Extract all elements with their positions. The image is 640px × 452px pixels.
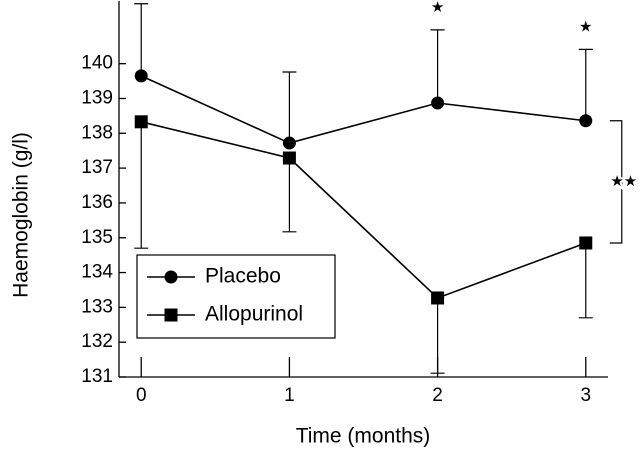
marker (579, 114, 593, 128)
marker (579, 236, 593, 250)
series-line (141, 121, 587, 299)
x-axis-label: Time (months) (296, 425, 431, 448)
error-bar (578, 48, 593, 121)
error-bar (282, 71, 297, 144)
y-axis-label: Haemoglobin (g/l) (10, 132, 33, 298)
x-tick-label: 0 (136, 385, 147, 406)
marker (431, 291, 445, 305)
annotation: ★ (431, 0, 444, 16)
error-bar (430, 297, 445, 374)
y-tick-label: 135 (81, 227, 113, 248)
x-tick-label: 3 (580, 385, 591, 406)
error-bar (578, 242, 593, 319)
legend-label: Allopurinol (205, 303, 303, 326)
x-tick-label: 1 (284, 385, 295, 406)
error-bar (282, 158, 297, 233)
legend-box (136, 254, 336, 339)
x-tick-label: 2 (432, 385, 443, 406)
error-bar (430, 29, 445, 104)
y-tick-label: 140 (81, 53, 113, 74)
y-tick-label: 134 (81, 262, 113, 283)
marker (282, 151, 296, 165)
y-tick-label: 139 (81, 87, 113, 108)
y-tick-label: 138 (81, 122, 113, 143)
legend-label: Placebo (205, 265, 281, 288)
legend-marker (164, 308, 178, 322)
annotation: ★★ (610, 173, 637, 190)
series-line (140, 75, 586, 144)
y-tick-label: 137 (81, 157, 113, 178)
y-tick-label: 133 (81, 296, 113, 317)
legend-marker (164, 270, 178, 284)
marker (134, 115, 148, 129)
marker (282, 136, 296, 150)
annotation: ★ (579, 18, 592, 35)
error-bar (134, 3, 149, 76)
bracket (609, 120, 623, 244)
error-bar (134, 121, 149, 249)
y-tick-label: 132 (81, 331, 113, 352)
marker (431, 96, 445, 110)
marker (134, 69, 148, 83)
y-tick-label: 136 (81, 192, 113, 213)
y-tick-label: 131 (81, 366, 113, 387)
